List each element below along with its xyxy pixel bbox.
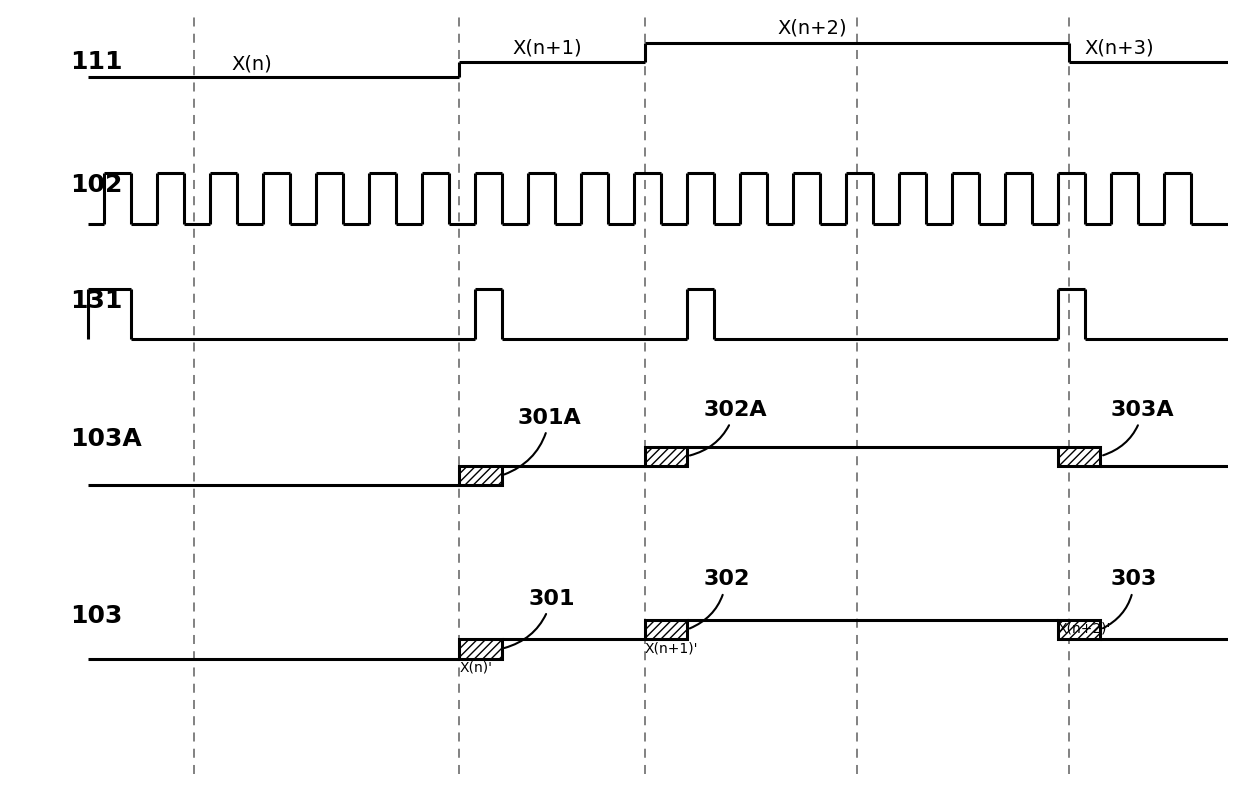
Text: 103A: 103A [69, 428, 141, 451]
Bar [1058, 447, 1100, 466]
Text: X(n)': X(n)' [459, 660, 492, 674]
Text: 303: 303 [1102, 569, 1157, 628]
Text: X(n+1)': X(n+1)' [645, 641, 698, 655]
Bar [1058, 620, 1100, 640]
Text: X(n+3): X(n+3) [1085, 39, 1154, 58]
Text: 131: 131 [69, 288, 123, 313]
Bar [645, 447, 687, 466]
Text: X(n+1): X(n+1) [512, 39, 582, 58]
Text: X(n): X(n) [232, 54, 273, 73]
Text: 303A: 303A [1104, 400, 1174, 455]
Text: 103: 103 [69, 604, 123, 628]
Text: X(n+2): X(n+2) [777, 18, 847, 37]
Text: 302: 302 [689, 569, 749, 629]
Bar [645, 620, 687, 640]
Text: 301A: 301A [505, 408, 582, 475]
Bar [459, 640, 502, 659]
Text: 301: 301 [505, 589, 575, 648]
Text: 111: 111 [69, 50, 123, 74]
Text: 102: 102 [69, 173, 123, 197]
Text: X(n+2)': X(n+2)' [1058, 622, 1111, 636]
Bar [459, 466, 502, 486]
Text: 302A: 302A [689, 400, 766, 456]
